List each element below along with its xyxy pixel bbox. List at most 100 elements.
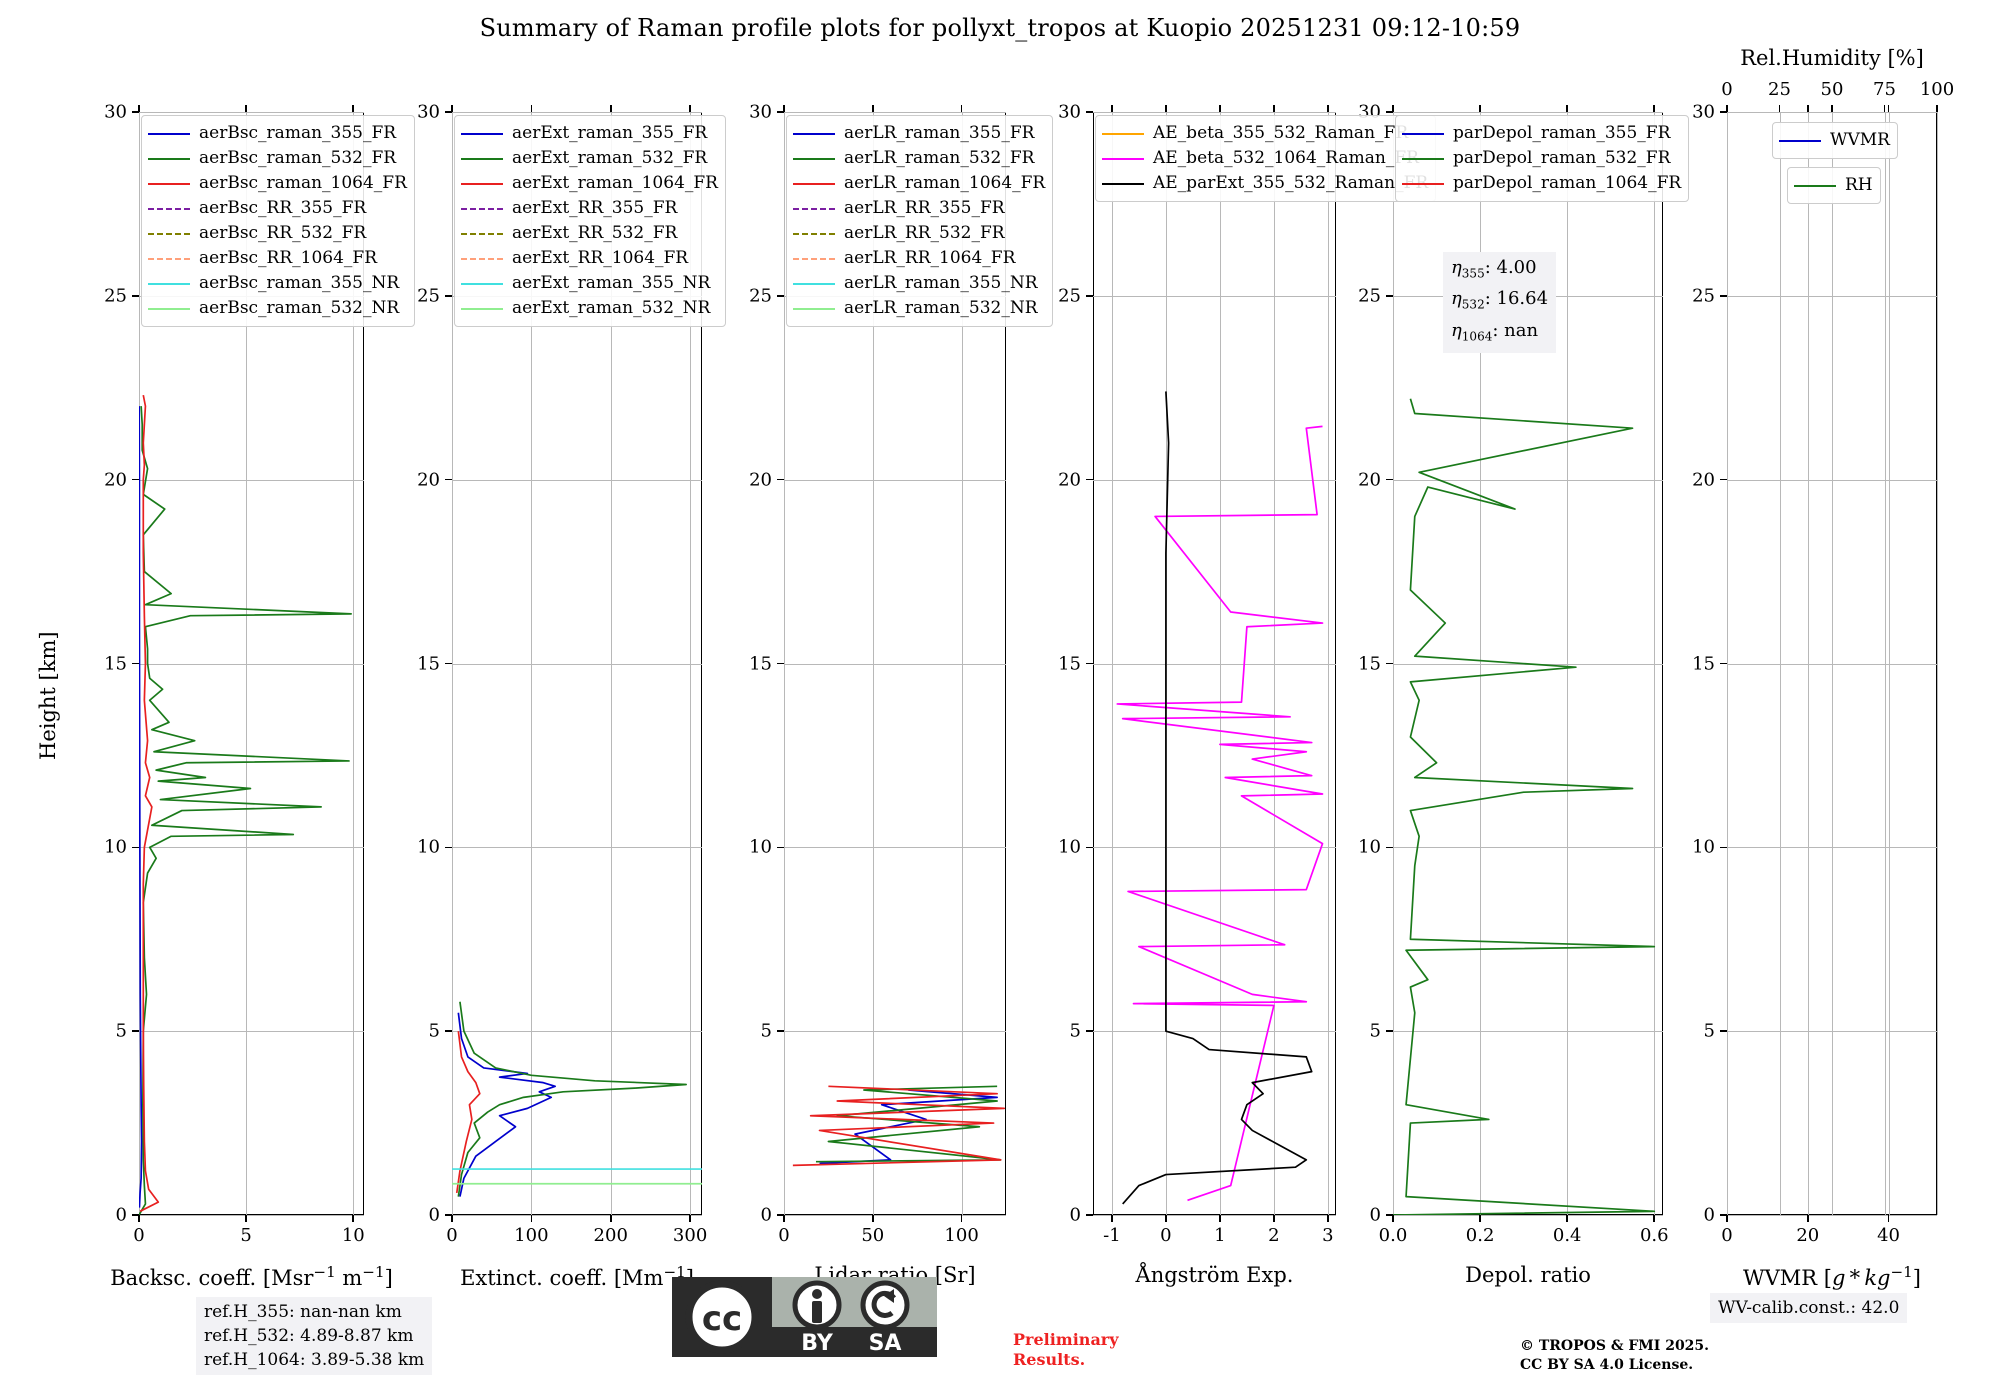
y-tick-mark	[1386, 111, 1393, 113]
series-AE_beta_532_1064_Raman_FR	[1116, 425, 1324, 1202]
y-tick-label: 25	[749, 285, 772, 307]
legend-item[interactable]: aerLR_raman_355_NR	[793, 271, 1045, 296]
legend-item[interactable]: aerBsc_raman_355_FR	[148, 121, 407, 146]
legend-item[interactable]: parDepol_raman_532_FR	[1402, 146, 1681, 171]
legend-item[interactable]: aerBsc_RR_532_FR	[148, 221, 407, 246]
legend-label: AE_beta_532_1064_Raman_FR	[1153, 148, 1419, 168]
legend-item[interactable]: aerExt_raman_1064_FR	[461, 171, 718, 196]
x-tick-mark	[960, 1215, 963, 1222]
legend-item[interactable]: aerExt_RR_355_FR	[461, 196, 718, 221]
gridline-horizontal	[1393, 847, 1663, 849]
y-tick-label: 30	[1692, 101, 1715, 123]
y-tick-label: 30	[1058, 101, 1081, 123]
gridline-horizontal	[1393, 112, 1663, 113]
x-tick-mark	[1887, 1215, 1890, 1222]
series-aerLR_raman_1064_FR	[792, 1085, 1006, 1167]
gridline-vertical-top	[1937, 112, 1938, 1215]
series-aerExt_raman_532_FR	[457, 1001, 687, 1197]
legend-label: aerExt_raman_355_NR	[512, 273, 711, 293]
y-tick-mark	[1386, 1030, 1393, 1032]
y-tick-label: 20	[1058, 469, 1081, 491]
copyright-line: © TROPOS & FMI 2025.	[1520, 1338, 1710, 1354]
y-tick-label: 0	[1703, 1204, 1715, 1226]
legend-item[interactable]: aerBsc_RR_355_FR	[148, 196, 407, 221]
legend-line-swatch	[793, 282, 835, 285]
legend-line-swatch	[793, 257, 835, 260]
x-tick-mark-top	[1653, 105, 1656, 112]
legend-item[interactable]: aerExt_raman_532_NR	[461, 296, 718, 321]
x-tick-label: 0	[1721, 1225, 1733, 1246]
legend-item[interactable]: AE_beta_532_1064_Raman_FR	[1102, 146, 1428, 171]
legend-wvmr-rh-wvmr: WVMR	[1772, 122, 1898, 159]
legend-angstrom: AE_beta_355_532_Raman_FR AE_beta_532_1064…	[1095, 115, 1437, 202]
gridline-horizontal	[784, 112, 1006, 113]
legend-item[interactable]: aerLR_RR_532_FR	[793, 221, 1045, 246]
top-tick-mark	[1726, 105, 1728, 112]
legend-label: aerExt_raman_355_FR	[512, 123, 708, 143]
y-tick-label: 5	[428, 1020, 440, 1042]
legend-item[interactable]: aerBsc_RR_1064_FR	[148, 246, 407, 271]
x-axis-label-extinction: Extinct. coeff. [Mm−1]	[460, 1263, 694, 1290]
series-aerExt_raman_1064_FR	[455, 1031, 481, 1194]
legend-line-swatch	[148, 132, 190, 135]
x-axis-label-angstrom: Ångström Exp.	[1135, 1263, 1294, 1287]
wv-calibration-constant-text: WV-calib.const.: 42.0	[1710, 1293, 1908, 1323]
gridline-horizontal	[452, 663, 702, 665]
legend-item[interactable]: aerExt_RR_1064_FR	[461, 246, 718, 271]
legend-item[interactable]: aerLR_raman_532_NR	[793, 296, 1045, 321]
preliminary-line: Preliminary	[1013, 1330, 1119, 1349]
legend-item[interactable]: WVMR	[1779, 128, 1890, 153]
gridline-horizontal	[1393, 1031, 1663, 1033]
x-tick-mark	[1111, 1215, 1113, 1222]
x-tick-mark-top	[1165, 105, 1167, 112]
y-tick-label: 5	[1703, 1020, 1715, 1042]
legend-item[interactable]: RH	[1794, 173, 1873, 198]
series-aerBsc_raman_1064_FR	[139, 394, 160, 1213]
y-tick-label: 25	[417, 285, 440, 307]
reference-height-line: ref.H_1064: 3.89-5.38 km	[204, 1350, 425, 1370]
y-tick-label: 5	[1069, 1020, 1081, 1042]
legend-item[interactable]: aerLR_RR_355_FR	[793, 196, 1045, 221]
gridline-horizontal	[1093, 1215, 1336, 1216]
legend-label: aerLR_raman_532_NR	[844, 298, 1038, 318]
sa-circle	[863, 1283, 907, 1327]
y-tick-mark	[1086, 846, 1093, 849]
legend-item[interactable]: aerBsc_raman_355_NR	[148, 271, 407, 296]
legend-item[interactable]: aerExt_raman_532_FR	[461, 146, 718, 171]
legend-item[interactable]: aerBsc_raman_532_NR	[148, 296, 407, 321]
legend-item[interactable]: parDepol_raman_1064_FR	[1402, 171, 1681, 196]
legend-line-swatch	[148, 157, 190, 160]
gridline-horizontal	[452, 112, 702, 113]
gridline-horizontal	[452, 479, 702, 481]
x-axis-label-depol-ratio: Depol. ratio	[1465, 1263, 1591, 1287]
legend-item[interactable]: AE_parExt_355_532_Raman_FR	[1102, 171, 1428, 196]
cc-badge-svg: cc BY SA	[672, 1277, 937, 1357]
legend-item[interactable]: AE_beta_355_532_Raman_FR	[1102, 121, 1428, 146]
legend-line-swatch	[1794, 184, 1836, 187]
legend-item[interactable]: aerExt_RR_532_FR	[461, 221, 718, 246]
legend-item[interactable]: aerLR_raman_355_FR	[793, 121, 1045, 146]
y-tick-mark	[132, 295, 139, 297]
legend-label: aerBsc_RR_1064_FR	[199, 248, 378, 268]
y-tick-mark	[1720, 478, 1727, 481]
legend-item[interactable]: aerExt_raman_355_FR	[461, 121, 718, 146]
y-tick-label: 10	[1058, 836, 1081, 858]
x-tick-mark-top	[451, 105, 453, 112]
legend-item[interactable]: aerBsc_raman_1064_FR	[148, 171, 407, 196]
y-tick-label: 15	[417, 653, 440, 674]
x-tick-mark	[451, 1215, 453, 1222]
legend-line-swatch	[461, 182, 503, 185]
legend-item[interactable]: aerBsc_raman_532_FR	[148, 146, 407, 171]
legend-item[interactable]: aerExt_raman_355_NR	[461, 271, 718, 296]
top-tick-mark	[1883, 105, 1886, 112]
legend-line-swatch	[793, 132, 835, 135]
legend-label: aerExt_raman_1064_FR	[512, 173, 718, 193]
gridline-horizontal	[1393, 479, 1663, 481]
legend-item[interactable]: aerLR_raman_1064_FR	[793, 171, 1045, 196]
legend-item[interactable]: aerLR_RR_1064_FR	[793, 246, 1045, 271]
legend-item[interactable]: parDepol_raman_355_FR	[1402, 121, 1681, 146]
legend-item[interactable]: aerLR_raman_532_FR	[793, 146, 1045, 171]
legend-label: aerExt_raman_532_FR	[512, 148, 708, 168]
x-tick-mark-top	[245, 105, 247, 112]
y-tick-mark	[777, 295, 784, 297]
